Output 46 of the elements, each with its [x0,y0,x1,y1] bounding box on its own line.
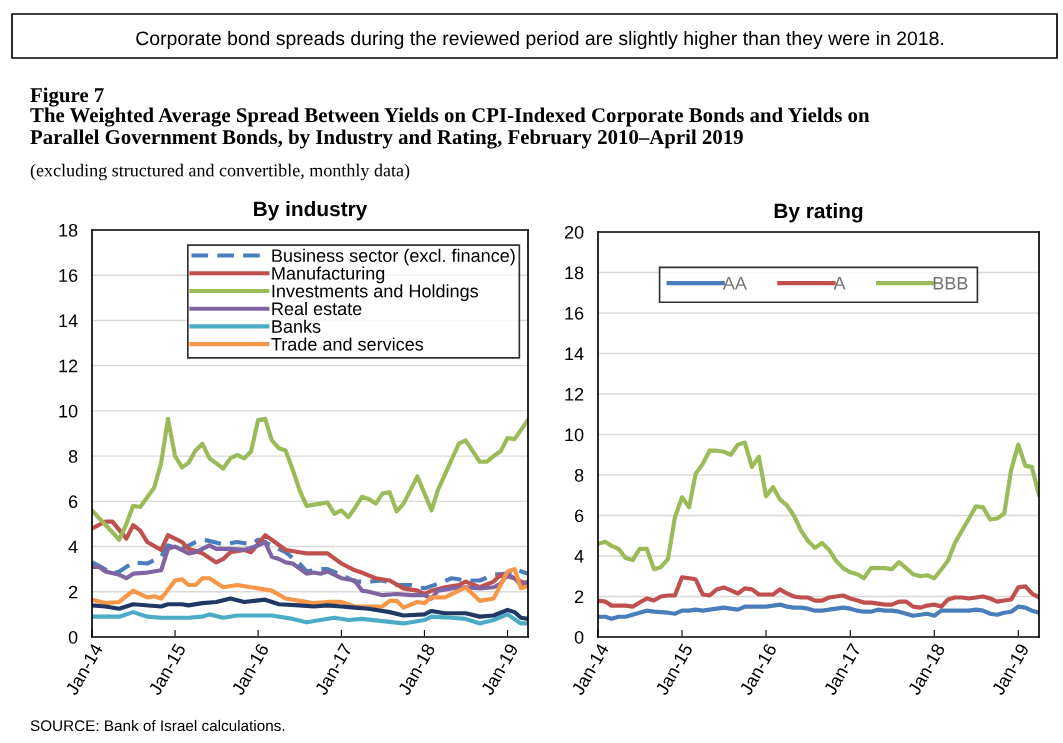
legend-label: Real estate [272,301,362,316]
line-series [92,537,528,591]
y-tick-label: 12 [565,387,584,401]
y-tick-label: 18 [565,266,584,280]
y-tick-label: 8 [68,450,78,463]
legend-label: Trade and services [271,337,424,351]
y-tick-label: 16 [565,306,584,320]
legend-label: Business sector (excl. finance) [272,248,515,266]
line-series [92,567,528,610]
y-tick-label: 0 [574,630,584,644]
chart-title: By industry [254,201,368,221]
y-tick-label: 4 [574,550,584,563]
y-tick-label: 16 [59,269,78,282]
legend-label: BBB [933,277,968,290]
y-tick-label: 6 [574,509,584,523]
line-series [598,575,1039,610]
chart-title: By rating [774,203,863,223]
y-tick-label: 10 [59,404,78,418]
legend-label: Manufacturing [272,266,385,284]
line-series [598,602,1039,621]
legend-label: Banks [272,319,321,333]
y-tick-label: 0 [68,630,78,644]
line-series [92,610,528,626]
y-tick-label: 12 [59,359,78,373]
y-tick-label: 14 [565,347,584,361]
line-series [92,596,528,621]
y-tick-label: 2 [68,585,78,599]
y-tick-label: 8 [574,468,584,482]
y-tick-label: 20 [564,225,584,239]
legend-label: A [833,277,846,290]
legend-label: Investments and Holdings [272,284,478,302]
line-series [598,440,1039,581]
y-tick-label: 6 [68,495,78,509]
line-series [92,539,528,601]
text: (excluding structured and convertible, monthly data) [30,163,410,181]
text: The Weighted Average Spread Between Yields on CPI-Indexed Corporate Bonds and Yields on Parallel Government Bonds, by Industry and Rating, February 2010–April 2019 [30,107,870,149]
caption: Figure 7 [30,87,104,107]
y-tick-label: 10 [565,428,584,442]
source-note: SOURCE: Bank of Israel calculations. [30,719,285,732]
text: Corporate bond spreads during the reviewed period are slightly higher than they were in 2018. [136,30,944,50]
line-series [92,416,528,542]
legend-label: AA [722,277,747,290]
y-tick-label: 4 [68,540,78,554]
y-tick-label: 2 [574,590,584,604]
y-tick-label: 18 [59,223,78,237]
y-tick-label: 14 [59,314,78,327]
